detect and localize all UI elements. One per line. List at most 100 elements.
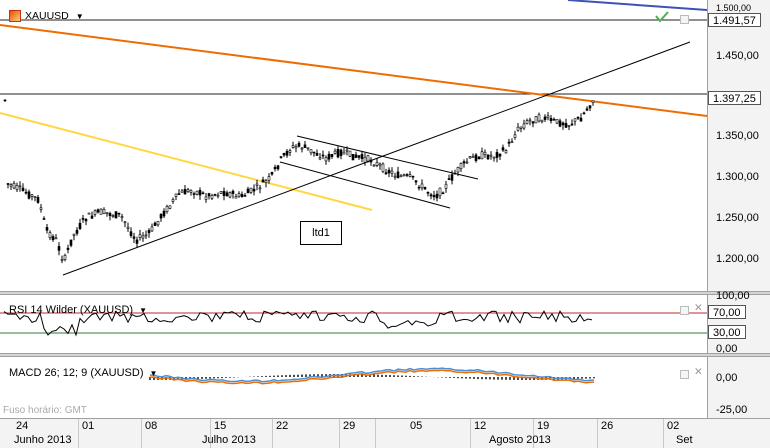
candle-body [510,141,514,144]
candle-body [111,215,115,217]
candle-body [330,154,334,157]
candle-body [477,156,481,160]
candle-body [369,159,373,163]
candle-body [354,154,358,158]
rsi-tag-70: 70,00 [708,305,746,319]
candle-body [228,192,232,198]
candle-body [318,157,322,160]
rsi-tick-100: 100,00 [716,290,750,302]
price-chart[interactable] [0,0,707,291]
macd-title[interactable]: MACD 26; 12; 9 (XAUUSD) ▼ [9,367,157,379]
price-tick: 1.450,00 [716,50,759,62]
candle-body [273,166,277,170]
candle-body [357,155,361,158]
price-tag-current: 1.397,25 [708,91,761,105]
rsi-panel[interactable] [0,295,707,353]
price-tag-top: 1.491,57 [708,13,761,27]
ltd1-annotation[interactable]: ltd1 [300,221,342,245]
candle-body [501,147,505,151]
yellow-trendline [0,112,373,211]
candle-body [534,116,538,124]
axis-gridmark [339,419,340,448]
candle-body [120,216,124,218]
candle-body [138,234,142,238]
candle-body [570,123,574,126]
candle-body [153,222,157,226]
candle-body [579,117,583,122]
candle-body [195,190,199,195]
candle-body [360,154,364,160]
candle-body [267,176,271,181]
rsi-chart[interactable] [0,295,707,353]
time-axis[interactable]: 24 01 08 15 22 29 05 12 19 26 02 Junho 2… [0,418,770,448]
candle-body [588,105,592,109]
candle-body [498,153,502,157]
candle-body [495,152,499,158]
day-label: 24 [16,420,29,432]
macd-signal-line [149,369,595,385]
candle-body [45,227,49,231]
day-label: 02 [667,420,680,432]
panel-separator[interactable] [0,291,770,295]
candle-body [522,123,526,129]
price-panel[interactable] [0,0,707,291]
candle-body [456,167,460,173]
candle-body [348,150,352,157]
candle-body [198,190,202,196]
month-label: Agosto 2013 [489,434,551,446]
channel-lower [279,161,451,209]
rsi-axis[interactable] [707,295,770,353]
axis-gridmark [663,419,664,448]
rsi-minimize-icon[interactable] [680,306,689,315]
candle-body [180,190,184,193]
candle-body [90,215,94,219]
candle-body [525,120,529,124]
rsi-tag-30: 30,00 [708,325,746,339]
day-label: 22 [276,420,289,432]
panel-minimize-icon[interactable] [680,15,689,24]
symbol-icon [9,10,21,23]
candle-body [135,239,139,244]
candle-body [165,206,169,212]
candle-body [129,231,133,237]
macd-axis[interactable] [707,357,770,418]
check-icon [655,11,669,23]
candle-body [297,142,301,147]
candle-body [540,119,544,123]
candle-body [312,151,316,154]
axis-gridmark [272,419,273,448]
rsi-title[interactable]: RSI 14 Wilder (XAUUSD) ▼ [9,304,147,316]
rsi-close-icon[interactable]: ✕ [694,302,703,314]
panel-separator[interactable] [0,353,770,357]
candle-body [549,118,553,122]
candle-body [393,175,397,178]
candle-body [15,185,19,190]
month-label: Set [676,434,693,446]
candle-body [309,149,313,154]
candle-body [219,191,223,194]
axis-gridmark [597,419,598,448]
macd-minimize-icon[interactable] [680,370,689,379]
macd-close-icon[interactable]: ✕ [694,366,703,378]
candle-body [564,123,568,128]
macd-dropdown-icon[interactable]: ▼ [149,369,158,378]
price-axis[interactable] [707,0,770,291]
candle-body [306,147,310,150]
candle-body [27,191,31,199]
candle-body [36,197,40,203]
price-tick: 1.350,00 [716,130,759,142]
candle-body [252,188,256,192]
symbol-dropdown-icon[interactable]: ▼ [75,12,84,21]
macd-chart[interactable] [0,357,707,418]
day-label: 08 [145,420,158,432]
candle-body [246,188,250,194]
candle-body [321,154,325,157]
candle-body [99,208,103,215]
rsi-dropdown-icon[interactable]: ▼ [139,306,148,315]
rsi-line [3,309,593,337]
macd-panel[interactable] [0,357,707,418]
candle-body [399,175,403,178]
candle-body [411,175,415,178]
candle-body [294,146,298,149]
symbol-header[interactable]: XAUUSD ▼ [9,10,84,23]
